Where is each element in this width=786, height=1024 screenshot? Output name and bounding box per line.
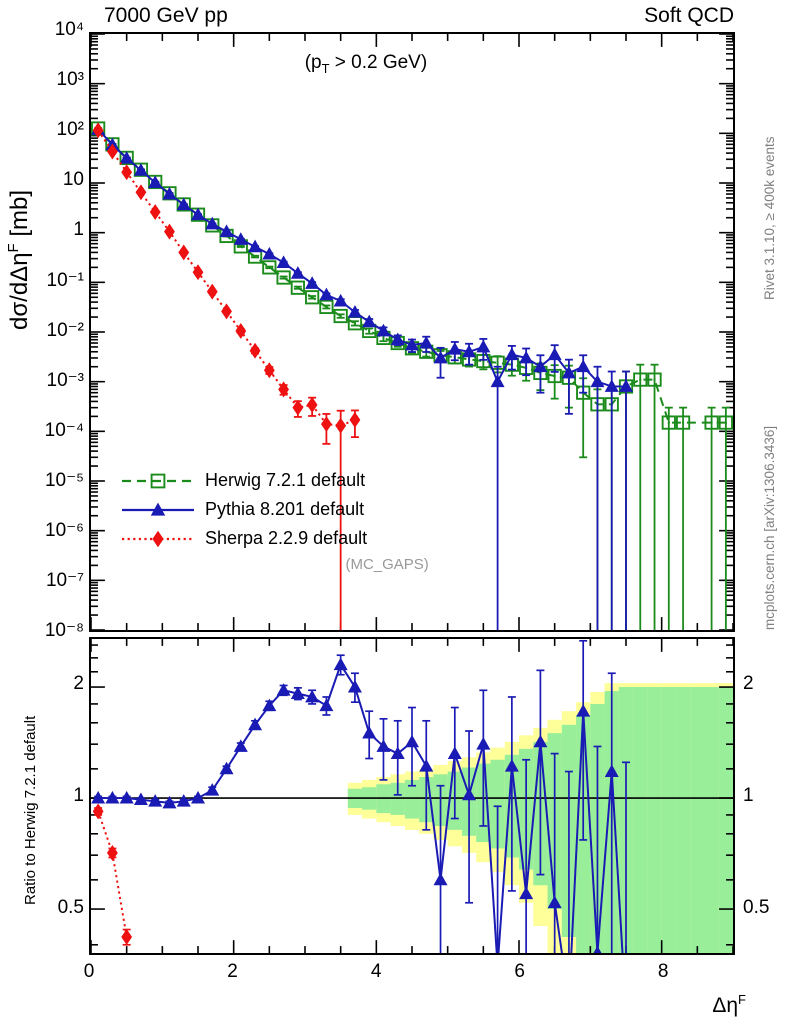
x-tick-label-2: 4 [370, 961, 382, 982]
y-tick-label-ratio-right-1: 1 [743, 785, 754, 807]
y-tick-label-ratio-0: 2 [73, 672, 84, 694]
legend-item-sherpa-label: Sherpa 2.2.9 default [205, 528, 368, 548]
series-herwig [91, 121, 733, 630]
y-axis-title-ratio: Ratio to Herwig 7.2.1 default [22, 715, 39, 905]
legend-item-pythia-symbol [122, 502, 194, 516]
legend: Herwig 7.2.1 default Pythia 8.201 default… [120, 466, 367, 553]
y-tick-label-main-10: 10⁻⁶ [45, 520, 84, 541]
main-plot-canvas [91, 34, 733, 630]
side-caption-mcplots: mcplots.cern.ch [arXiv:1306.3436] [762, 425, 777, 630]
ratio-series-sherpa [92, 803, 133, 946]
main-plot-panel [89, 32, 735, 632]
series-sherpa [92, 122, 361, 630]
legend-item-pythia[interactable]: Pythia 8.201 default [120, 495, 367, 524]
y-tick-label-main-12: 10⁻⁸ [44, 620, 84, 641]
y-tick-label-main-9: 10⁻⁵ [44, 470, 84, 491]
main-axis-ticks [91, 34, 733, 630]
x-axis-title-base: Δη [712, 994, 739, 1017]
legend-item-pythia-label: Pythia 8.201 default [205, 499, 365, 519]
ratio-plot-panel [89, 637, 735, 955]
x-axis-title-sup: F [738, 992, 746, 1007]
series-pythia [91, 122, 634, 630]
legend-item-herwig[interactable]: Herwig 7.2.1 default [120, 466, 367, 495]
y-tick-label-main-11: 10⁻⁷ [45, 570, 84, 591]
annotation-pt-cut: (pT > 0.2 GeV) [305, 52, 428, 76]
y-tick-label-main-8: 10⁻⁴ [44, 420, 84, 441]
ratio-series-pythia [91, 639, 630, 953]
y-tick-label-main-5: 10⁻¹ [46, 270, 85, 291]
x-tick-label-0: 0 [83, 961, 95, 982]
x-tick-label-3: 6 [514, 961, 525, 982]
annotation-pt-cut-rest: > 0.2 GeV) [329, 51, 428, 73]
x-tick-label-1: 2 [227, 961, 238, 982]
annotation-pt-cut-sub: T [321, 60, 330, 76]
annotation-pt-cut-base: (p [304, 51, 322, 73]
legend-item-sherpa[interactable]: Sherpa 2.2.9 default [120, 524, 367, 553]
x-tick-label-4: 8 [657, 961, 669, 982]
annotation-watermark: (MC_GAPS) [345, 555, 429, 573]
y-tick-label-main-4: 1 [73, 219, 84, 240]
y-axis-title-main: dσ/dΔηF [mb] [6, 190, 34, 330]
y-tick-label-main-2: 10² [56, 119, 84, 140]
legend-item-herwig-symbol [122, 473, 194, 488]
y-tick-label-main-7: 10⁻³ [46, 370, 85, 391]
legend-item-sherpa-symbol [122, 530, 194, 547]
ratio-plot-canvas [91, 639, 733, 953]
header-process-label: Soft QCD [644, 4, 734, 27]
y-tick-label-main-6: 10⁻² [46, 320, 85, 341]
y-tick-label-main-0: 10⁴ [54, 19, 84, 40]
y-tick-label-ratio-right-2: 0.5 [743, 897, 770, 919]
y-tick-label-ratio-right-0: 2 [743, 672, 754, 694]
x-axis-title: ΔηF [712, 992, 746, 1018]
y-axis-title-main-sup: F [6, 243, 22, 253]
legend-item-herwig-label: Herwig 7.2.1 default [205, 470, 366, 490]
y-tick-label-main-1: 10³ [56, 69, 84, 90]
y-tick-label-main-3: 10 [62, 169, 84, 190]
y-tick-label-ratio-1: 1 [73, 785, 84, 807]
y-tick-label-ratio-2: 0.5 [57, 897, 84, 919]
side-caption-rivet: Rivet 3.1.10, ≥ 400k events [762, 136, 777, 300]
header-beam-label: 7000 GeV pp [104, 4, 228, 27]
